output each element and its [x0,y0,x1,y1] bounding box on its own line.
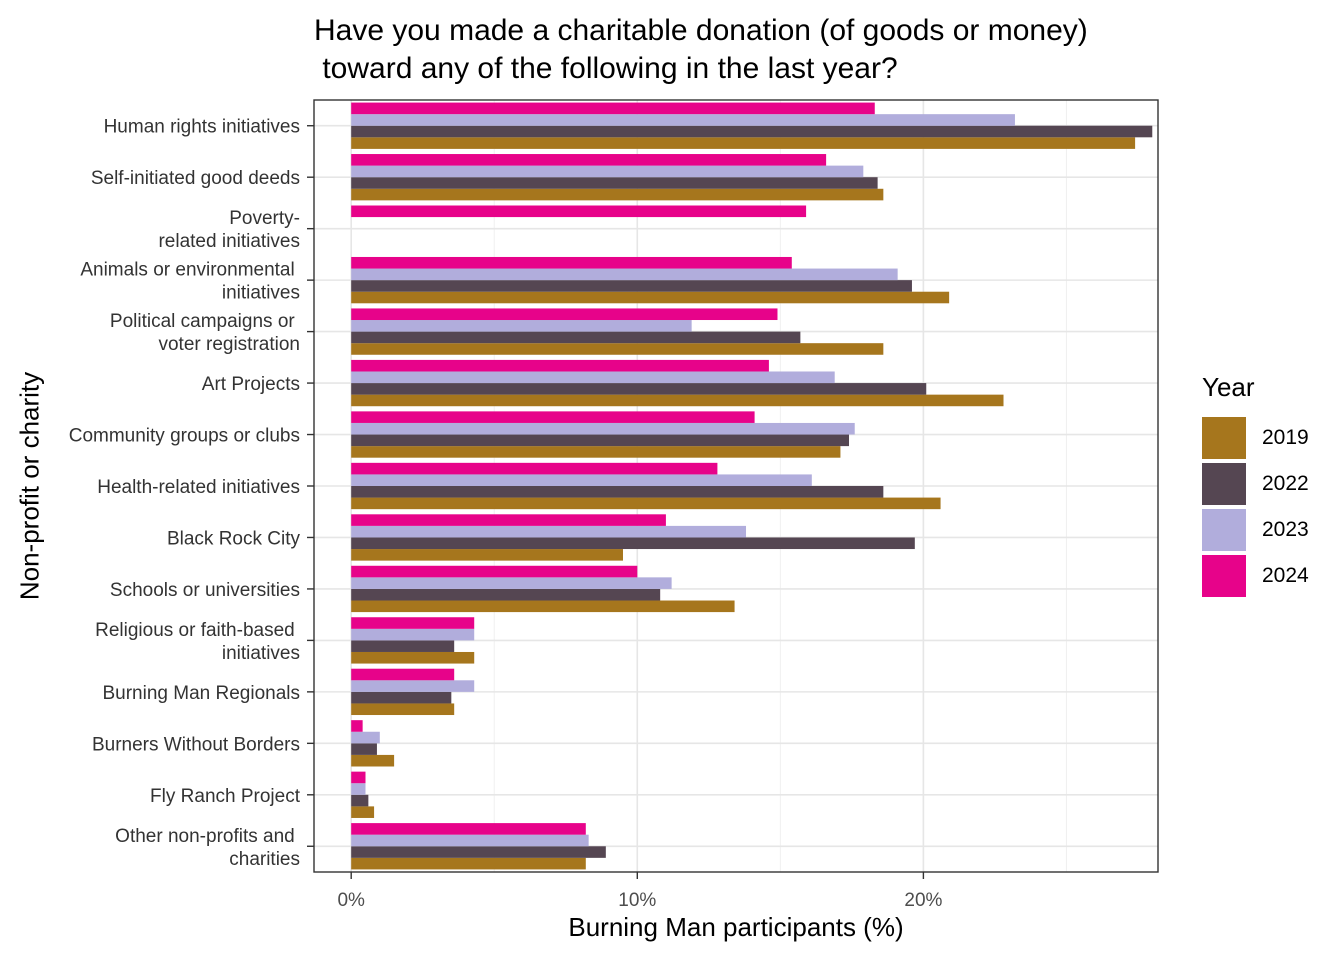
bar-2024 [351,823,586,835]
y-tick-label: Religious or faith-based initiatives [95,620,300,664]
bar-2019 [351,497,941,510]
bar-2022 [351,177,878,189]
legend-item: 2024 [1202,553,1309,599]
bar-2022 [351,794,369,807]
bar-2024 [351,154,827,166]
bar-2023 [351,114,1015,126]
legend-swatch [1202,509,1246,551]
x-tick-label: 20% [904,890,942,911]
legend-label: 2022 [1262,472,1309,495]
bar-2019 [351,703,455,716]
bar-2023 [351,320,692,332]
bar-2024 [351,514,666,526]
bar-2022 [351,434,850,447]
bar-2022 [351,331,801,344]
bar-2023 [351,783,366,795]
x-tick-label: 10% [618,890,656,911]
bar-2022 [351,640,455,652]
y-tick-label: Human rights initiatives [104,117,300,138]
y-tick-label: Other non-profits and charities [115,826,300,870]
bar-2023 [351,834,589,847]
bar-2024 [351,462,718,475]
bar-2019 [351,137,1136,149]
bar-2022 [351,383,927,395]
y-axis-title: Non-profit or charity [14,371,45,601]
y-tick-label: Animals or environmental initiatives [80,260,300,304]
legend-item: 2022 [1202,461,1309,507]
y-tick-label: Burners Without Borders [92,734,300,755]
x-axis-title: Burning Man participants (%) [568,912,904,942]
bar-2019 [351,188,884,201]
bar-2024 [351,359,769,372]
bar-2019 [351,600,735,613]
bar-2022 [351,537,915,550]
y-tick-label: Black Rock City [167,528,301,549]
bar-2023 [351,628,475,641]
legend-items: 2019 2022 2023 2024 [1202,415,1309,599]
bar-2024 [351,720,363,732]
bar-2023 [351,474,812,486]
legend-item: 2019 [1202,415,1309,461]
bar-2022 [351,486,884,498]
bar-2023 [351,680,475,692]
legend-swatch [1202,555,1246,597]
bar-2023 [351,371,835,384]
bar-2024 [351,102,875,115]
bar-2019 [351,651,475,664]
bar-2019 [351,291,950,304]
bar-2023 [351,268,898,281]
bar-2022 [351,846,606,858]
bar-2024 [351,771,366,784]
bar-2019 [351,857,586,870]
bar-2024 [351,411,755,423]
bar-2019 [351,549,623,561]
x-axis-ticks: 0% 10% 20% [337,872,943,911]
bar-2023 [351,577,672,589]
y-tick-label: Burning Man Regionals [102,683,300,704]
legend-label: 2024 [1262,564,1309,587]
bar-2019 [351,446,841,458]
bar-2024 [351,617,475,629]
bar-2024 [351,668,455,681]
bar-2023 [351,525,747,538]
chart-title: Have you made a charitable donation (of … [314,14,1088,85]
y-tick-label: Poverty-related initiatives [158,208,300,252]
bar-2019 [351,806,375,818]
bars [351,102,1153,870]
bar-2024 [351,565,638,578]
y-tick-label: Fly Ranch Project [150,786,301,807]
legend-item: 2023 [1202,507,1309,553]
y-tick-label: Community groups or clubs [69,426,300,447]
bar-2023 [351,422,855,435]
bar-2022 [351,743,377,755]
bar-2023 [351,165,864,178]
bar-2024 [351,256,792,269]
bar-2022 [351,125,1153,138]
y-tick-label: Health-related initiatives [97,477,300,498]
bar-2022 [351,691,452,704]
y-tick-label: Art Projects [202,374,300,395]
bar-2019 [351,343,884,355]
legend-swatch [1202,417,1246,459]
legend-label: 2023 [1262,518,1309,541]
bar-2022 [351,280,912,292]
bar-2019 [351,394,1004,407]
bar-2024 [351,308,778,321]
legend-title: Year [1202,372,1255,402]
legend-swatch [1202,463,1246,505]
bar-2022 [351,588,661,601]
bar-2024 [351,205,807,218]
y-tick-label: Political campaigns or voter registratio… [110,311,300,355]
x-tick-label: 0% [337,890,365,911]
bar-2023 [351,731,380,744]
bar-2019 [351,754,395,767]
y-axis-ticks: Human rights initiatives Self-initiated g… [69,117,314,870]
y-tick-label: Schools or universities [110,580,300,601]
legend: Year 2019 2022 2023 2024 [1202,372,1309,599]
legend-label: 2019 [1262,426,1309,449]
y-tick-label: Self-initiated good deeds [91,168,300,189]
